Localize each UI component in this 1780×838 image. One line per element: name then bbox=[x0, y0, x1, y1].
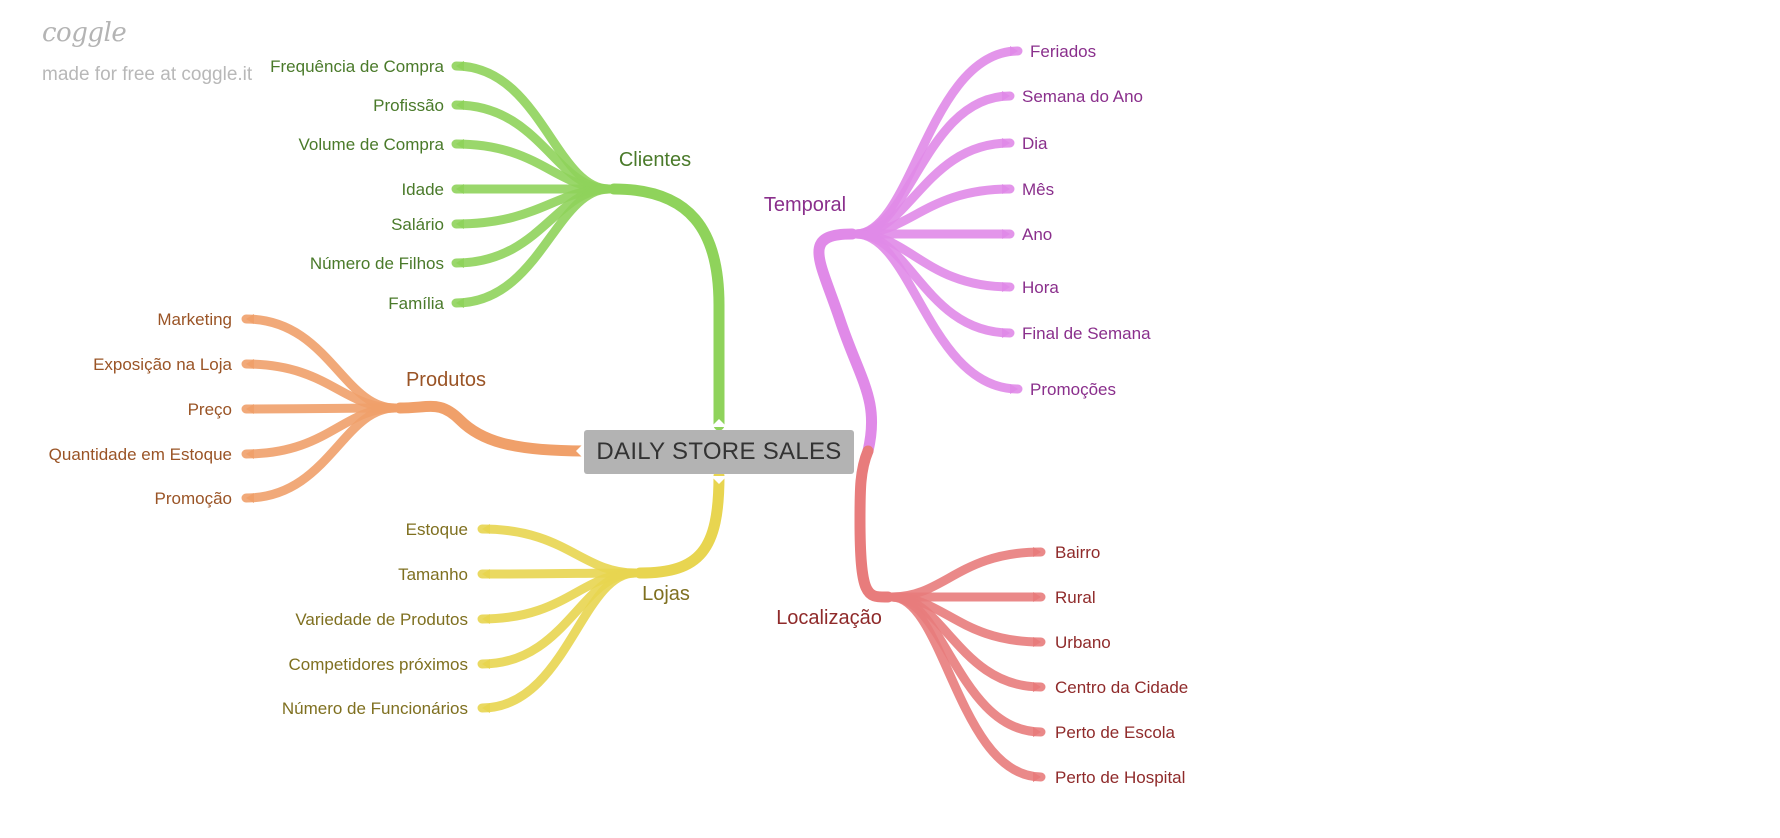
branch-localizacao-connector bbox=[887, 547, 1046, 602]
leaf-topic-label[interactable]: Volume de Compra bbox=[298, 135, 444, 154]
branch-clientes-connector bbox=[451, 139, 614, 194]
connector-tip bbox=[1033, 637, 1041, 647]
node-notch bbox=[711, 419, 727, 427]
branch-lojas-connector bbox=[477, 568, 640, 713]
leaf-topic-label[interactable]: Semana do Ano bbox=[1022, 87, 1143, 106]
connector-tip bbox=[1033, 682, 1041, 692]
connector-tip bbox=[456, 184, 464, 194]
leaf-topic-label[interactable]: Final de Semana bbox=[1022, 324, 1151, 343]
leaf-topic-label[interactable]: Marketing bbox=[157, 310, 232, 329]
connector-tip bbox=[1033, 772, 1041, 782]
branch-clientes-connector bbox=[451, 184, 614, 308]
branch-temporal: Feriados Semana do Ano Dia Mês Ano Hora Final … bbox=[764, 42, 1151, 457]
branch-temporal-connector bbox=[851, 184, 1015, 239]
branch-produtos-trunk bbox=[394, 400, 590, 457]
node-notch bbox=[711, 476, 727, 484]
branch-localizacao-trunk bbox=[854, 445, 894, 603]
connector-tip bbox=[456, 298, 464, 308]
leaf-topic-label[interactable]: Dia bbox=[1022, 134, 1048, 153]
leaf-topic-label[interactable]: Bairro bbox=[1055, 543, 1100, 562]
connector-tip bbox=[482, 614, 490, 624]
coggle-logo: coggle bbox=[42, 18, 127, 48]
leaf-topic-label[interactable]: Variedade de Produtos bbox=[295, 610, 468, 629]
connector-tip bbox=[246, 449, 254, 459]
connector-tip bbox=[246, 314, 254, 324]
leaf-topic-label[interactable]: Exposição na Loja bbox=[93, 355, 232, 374]
branch-clientes-connector bbox=[451, 61, 614, 194]
leaf-topic-label[interactable]: Idade bbox=[401, 180, 444, 199]
connector-tip bbox=[456, 100, 464, 110]
leaf-topic-label[interactable]: Salário bbox=[391, 215, 444, 234]
leaf-topic-label[interactable]: Estoque bbox=[406, 520, 468, 539]
leaf-topic-label[interactable]: Centro da Cidade bbox=[1055, 678, 1188, 697]
topic-produtos-label[interactable]: Produtos bbox=[406, 369, 486, 391]
connector-tip bbox=[1002, 91, 1010, 101]
branch-lojas-trunk bbox=[634, 470, 725, 579]
topic-localizacao-label[interactable]: Localização bbox=[776, 607, 882, 629]
node-notch bbox=[854, 443, 862, 459]
leaf-topic-label[interactable]: Perto de Escola bbox=[1055, 723, 1176, 742]
topic-temporal-label[interactable]: Temporal bbox=[764, 194, 846, 216]
branch-clientes-trunk bbox=[608, 183, 725, 431]
branch-lojas: Estoque Tamanho Variedade de Produtos Compe… bbox=[282, 470, 725, 718]
connector-tip bbox=[1002, 229, 1010, 239]
topic-lojas-label[interactable]: Lojas bbox=[642, 583, 690, 605]
connector-tip bbox=[1033, 592, 1041, 602]
leaf-topic-label[interactable]: Promoção bbox=[155, 489, 232, 508]
leaf-topic-label[interactable]: Urbano bbox=[1055, 633, 1111, 652]
leaf-topic-label[interactable]: Hora bbox=[1022, 278, 1059, 297]
branch-clientes: Frequência de Compra Profissão Volume de C… bbox=[270, 57, 725, 431]
connector-tip bbox=[456, 258, 464, 268]
leaf-topic-label[interactable]: Preço bbox=[188, 400, 232, 419]
connector-tip bbox=[456, 219, 464, 229]
branch-localizacao-connector bbox=[887, 592, 1046, 782]
connector-tip bbox=[456, 139, 464, 149]
watermark-note: made for free at coggle.it bbox=[42, 64, 253, 85]
leaf-topic-label[interactable]: Promoções bbox=[1030, 380, 1116, 399]
connector-tip bbox=[482, 659, 490, 669]
connector-tip bbox=[482, 524, 490, 534]
node-notch bbox=[576, 443, 584, 459]
connector-tip bbox=[246, 493, 254, 503]
connector-tip bbox=[482, 569, 490, 579]
branch-produtos-connector bbox=[241, 359, 400, 413]
connector-tip bbox=[456, 61, 464, 71]
branch-produtos: Marketing Exposição na Loja Preço Quantidad… bbox=[49, 310, 590, 508]
central-topic[interactable]: DAILY STORE SALES bbox=[584, 430, 854, 474]
branch-produtos-connector bbox=[241, 403, 400, 503]
connector-tip bbox=[1010, 384, 1018, 394]
leaf-topic-label[interactable]: Família bbox=[388, 294, 444, 313]
branch-temporal-trunk bbox=[813, 228, 877, 457]
connector-tip bbox=[1002, 328, 1010, 338]
leaf-topic-label[interactable]: Tamanho bbox=[398, 565, 468, 584]
branch-temporal-connector bbox=[851, 229, 1023, 394]
leaf-topic-label[interactable]: Quantidade em Estoque bbox=[49, 445, 232, 464]
connector-tip bbox=[1002, 138, 1010, 148]
connector-tip bbox=[246, 359, 254, 369]
leaf-topic-label[interactable]: Mês bbox=[1022, 180, 1054, 199]
connector-tip bbox=[246, 404, 254, 414]
leaf-topic-label[interactable]: Ano bbox=[1022, 225, 1052, 244]
leaf-topic-label[interactable]: Número de Funcionários bbox=[282, 699, 468, 718]
connector-tip bbox=[1033, 727, 1041, 737]
leaf-topic-label[interactable]: Rural bbox=[1055, 588, 1096, 607]
topic-clientes-label[interactable]: Clientes bbox=[619, 149, 691, 171]
leaf-topic-label[interactable]: Frequência de Compra bbox=[270, 57, 444, 76]
connector-tip bbox=[1002, 184, 1010, 194]
branch-lojas-connector bbox=[477, 524, 640, 578]
connector-tip bbox=[482, 703, 490, 713]
leaf-topic-label[interactable]: Competidores próximos bbox=[288, 655, 468, 674]
branch-localizacao: Bairro Rural Urbano Centro da Cidade Perto d… bbox=[776, 445, 1188, 787]
leaf-topic-label[interactable]: Perto de Hospital bbox=[1055, 768, 1185, 787]
connector-tip bbox=[1002, 282, 1010, 292]
central-topic-label: DAILY STORE SALES bbox=[596, 438, 842, 465]
connector-tip bbox=[1010, 46, 1018, 56]
connector-tip bbox=[1033, 547, 1041, 557]
leaf-topic-label[interactable]: Número de Filhos bbox=[310, 254, 444, 273]
leaf-topic-label[interactable]: Feriados bbox=[1030, 42, 1096, 61]
leaf-topic-label[interactable]: Profissão bbox=[373, 96, 444, 115]
